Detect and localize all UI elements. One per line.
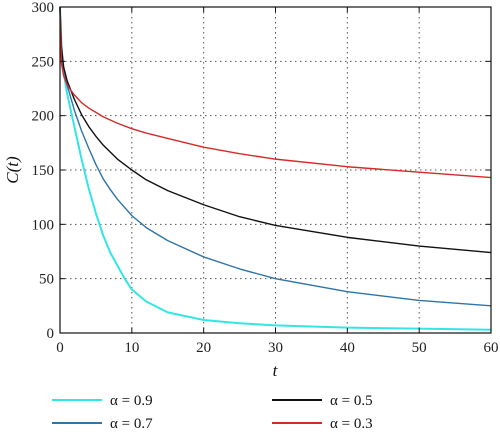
x-axis-label: t bbox=[273, 361, 279, 380]
series-line-4 bbox=[59, 6, 492, 179]
legend-label: α = 0.3 bbox=[330, 416, 373, 432]
legend-label: α = 0.9 bbox=[110, 393, 153, 409]
y-tick-label: 50 bbox=[39, 272, 54, 288]
y-tick-label: 200 bbox=[32, 109, 55, 125]
x-tick-label: 30 bbox=[268, 340, 283, 356]
y-tick-label: 250 bbox=[32, 54, 55, 70]
series-line-3 bbox=[59, 6, 492, 254]
legend: α = 0.9 α = 0.5 α = 0.7 α = 0.3 bbox=[52, 393, 373, 432]
y-axis-ticks: 0 50 100 150 200 250 300 bbox=[32, 0, 491, 342]
series-line-1 bbox=[59, 6, 492, 331]
legend-label: α = 0.7 bbox=[110, 416, 153, 432]
x-tick-label: 20 bbox=[196, 340, 211, 356]
y-tick-label: 100 bbox=[32, 217, 55, 233]
x-tick-label: 50 bbox=[412, 340, 427, 356]
legend-label: α = 0.5 bbox=[330, 393, 373, 409]
series-layer bbox=[59, 6, 492, 331]
x-axis-ticks: 0 10 20 30 40 50 60 bbox=[56, 7, 499, 356]
x-tick-label: 60 bbox=[484, 340, 499, 356]
y-tick-label: 300 bbox=[32, 0, 55, 16]
series-line-2 bbox=[59, 6, 492, 307]
y-tick-label: 150 bbox=[32, 163, 55, 179]
x-tick-label: 10 bbox=[124, 340, 139, 356]
x-tick-label: 0 bbox=[56, 340, 64, 356]
y-axis-label: C(t) bbox=[3, 156, 22, 184]
x-tick-label: 40 bbox=[340, 340, 355, 356]
y-tick-label: 0 bbox=[47, 326, 55, 342]
